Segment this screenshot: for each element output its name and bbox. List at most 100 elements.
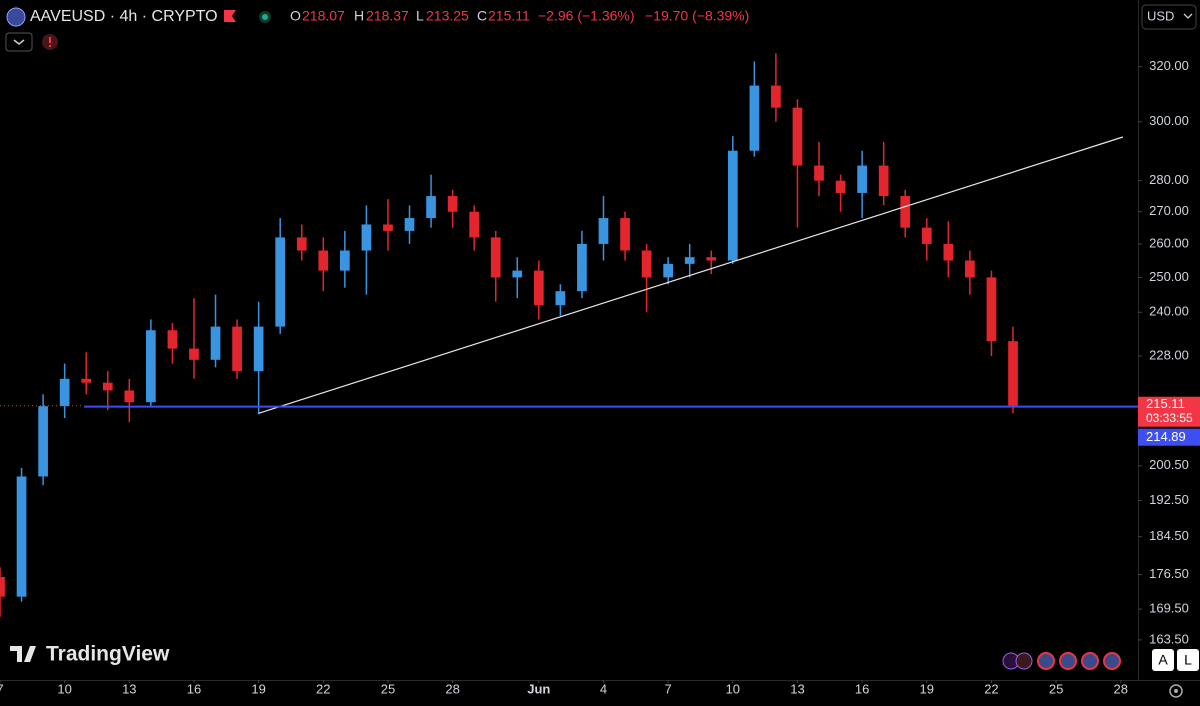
candle-body <box>318 250 329 271</box>
warning-mark <box>49 45 51 47</box>
legend-key: L <box>416 8 424 24</box>
candle-body <box>814 165 824 181</box>
candle-body <box>146 330 156 403</box>
trend-line <box>258 136 1124 414</box>
candle-body <box>986 277 997 342</box>
candle-body <box>878 165 889 197</box>
candle-body <box>641 250 652 278</box>
tv-logo-icon <box>10 646 36 662</box>
warning-mark <box>49 37 51 43</box>
collapse-button[interactable] <box>5 32 33 52</box>
x-tick-label: 28 <box>1114 681 1128 696</box>
candle-body <box>38 406 48 477</box>
candle-body <box>577 243 587 292</box>
candle-body <box>490 237 501 278</box>
y-tick-label: 192.50 <box>1149 492 1189 507</box>
log-scale-button[interactable] <box>1177 649 1199 671</box>
symbol[interactable]: AAVEUSD · 4h · CRYPTO <box>30 8 218 25</box>
x-tick-label: Jun <box>527 681 550 696</box>
tv-logo-text: TradingView <box>46 643 170 666</box>
candle-body <box>102 382 113 391</box>
y-tick-label: 250.00 <box>1149 269 1189 284</box>
chevron-icon <box>1183 13 1193 19</box>
countdown-label: 03:33:55 <box>1146 411 1193 425</box>
y-tick-label: 176.50 <box>1149 566 1189 581</box>
legend-value: 218.07 <box>302 8 345 24</box>
candle-body <box>296 237 307 251</box>
candle-body <box>965 260 975 278</box>
x-tick-label: 25 <box>1049 681 1063 696</box>
candle-body <box>706 257 717 261</box>
event-icon[interactable] <box>1103 652 1121 670</box>
candle-body <box>447 196 458 212</box>
candle-body <box>59 378 70 407</box>
candle-body <box>792 107 803 166</box>
candle-body <box>598 218 609 244</box>
y-tick-label: 184.50 <box>1149 528 1189 543</box>
candle-body <box>620 218 630 251</box>
y-tick-label: 280.00 <box>1149 172 1189 187</box>
x-tick-label: 16 <box>187 681 201 696</box>
candle-body <box>232 326 242 372</box>
symbol-logo <box>6 7 26 27</box>
event-icons[interactable] <box>1002 652 1121 670</box>
legend-key: O <box>290 8 301 24</box>
candle-body <box>383 224 393 231</box>
x-tick-label: 4 <box>600 681 607 696</box>
candle-body <box>857 165 867 193</box>
chevron-icon <box>13 39 25 45</box>
event-icon[interactable] <box>1059 652 1077 670</box>
y-tick-label: 270.00 <box>1149 203 1189 218</box>
y-tick-label: 163.50 <box>1149 631 1189 646</box>
x-tick-label: 22 <box>316 681 330 696</box>
candle-body <box>404 218 415 231</box>
candle-body <box>835 180 846 193</box>
x-tick-label: 7 <box>665 681 672 696</box>
candle-body <box>81 378 92 383</box>
x-tick-label: 10 <box>57 681 71 696</box>
candle-body <box>253 326 264 372</box>
candle-body <box>663 263 673 278</box>
x-tick-label: 25 <box>381 681 395 696</box>
candle-body <box>921 227 932 244</box>
x-tick-label: 16 <box>855 681 869 696</box>
settings-icon-dot <box>1174 689 1178 693</box>
settings-icon[interactable] <box>1169 684 1183 698</box>
x-tick-label: 22 <box>984 681 998 696</box>
auto-scale-button[interactable] <box>1152 649 1174 671</box>
candle-body <box>684 257 695 264</box>
x-tick-label: 19 <box>251 681 265 696</box>
candle-body <box>0 577 5 597</box>
event-icon[interactable] <box>1015 652 1033 670</box>
flag-icon[interactable] <box>224 10 236 22</box>
log-scale-label: L <box>1184 652 1192 668</box>
candle-body <box>533 270 544 306</box>
legend-key: H <box>354 8 364 24</box>
last-price-box <box>1138 396 1200 427</box>
candle-body <box>426 196 436 219</box>
candle-body <box>275 237 286 327</box>
legend-value: 215.11 <box>488 8 530 24</box>
candle-body <box>749 85 760 151</box>
x-tick-label: 19 <box>920 681 934 696</box>
candle-body <box>1008 341 1018 406</box>
auto-scale-label: A <box>1158 652 1168 668</box>
hline-price-label: 214.89 <box>1146 429 1186 444</box>
event-icon[interactable] <box>1037 652 1055 670</box>
currency-select[interactable] <box>1141 4 1197 30</box>
x-tick-label: 10 <box>726 681 740 696</box>
y-tick-label: 228.00 <box>1149 347 1189 362</box>
candle-body <box>16 476 27 597</box>
candle-body <box>512 270 523 278</box>
hline-price-box <box>1138 428 1200 446</box>
event-icon[interactable] <box>1081 652 1099 670</box>
candle-body <box>943 243 954 261</box>
y-tick-label: 300.00 <box>1149 113 1189 128</box>
candle-body <box>339 250 350 271</box>
candle-body <box>361 224 372 251</box>
currency: USD <box>1147 8 1174 23</box>
legend-value: 218.37 <box>366 8 409 24</box>
status-dot <box>262 14 268 20</box>
